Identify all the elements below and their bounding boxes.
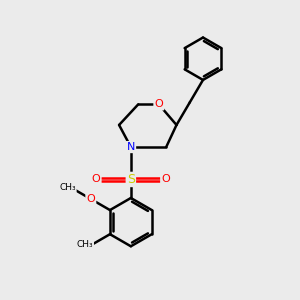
Text: CH₃: CH₃ xyxy=(77,240,94,249)
Text: CH₃: CH₃ xyxy=(60,184,76,193)
Text: S: S xyxy=(127,173,135,186)
Text: O: O xyxy=(154,99,163,110)
Text: N: N xyxy=(127,142,135,152)
Text: O: O xyxy=(92,174,100,184)
Text: O: O xyxy=(86,194,95,204)
Text: O: O xyxy=(161,174,170,184)
